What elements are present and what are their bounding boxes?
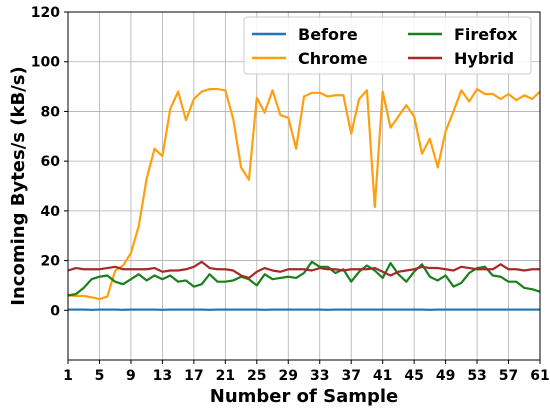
legend-label-hybrid: Hybrid — [454, 49, 514, 68]
series-lines — [67, 87, 541, 311]
x-tick-label: 37 — [341, 368, 360, 384]
x-tick-label: 53 — [467, 368, 486, 384]
x-tick-label: 33 — [310, 368, 329, 384]
legend-box — [243, 16, 532, 75]
x-axis-title: Number of Sample — [210, 386, 398, 407]
x-axis-ticks: 1 5 9 13 17 21 25 29 33 37 41 45 49 53 57 61 — [63, 360, 550, 384]
x-tick-label: 49 — [436, 368, 455, 384]
x-tick-label: 5 — [95, 368, 105, 384]
series-line-firefox — [67, 260, 541, 297]
y-tick-label: 0 — [50, 303, 60, 319]
series-line-chrome — [67, 87, 541, 301]
series-line-hybrid — [67, 260, 540, 280]
x-tick-label: 29 — [279, 368, 298, 384]
x-tick-label: 13 — [153, 368, 172, 384]
x-tick-label: 1 — [63, 368, 73, 384]
y-tick-label: 60 — [41, 154, 61, 170]
legend-label-firefox: Firefox — [454, 25, 518, 44]
x-tick-label: 61 — [530, 368, 549, 384]
plot-frame — [67, 11, 541, 361]
y-axis-title: Incoming Bytes/s (kB/s) — [8, 66, 29, 305]
x-tick-label: 9 — [126, 368, 136, 384]
y-tick-label: 80 — [41, 104, 61, 120]
legend-label-chrome: Chrome — [298, 49, 368, 68]
y-axis-ticks: 0 20 40 60 80 100 120 — [31, 5, 68, 319]
x-tick-label: 57 — [499, 368, 518, 384]
legend: Before Firefox Chrome Hybrid — [243, 16, 532, 75]
x-tick-label: 21 — [216, 368, 235, 384]
x-tick-label: 45 — [404, 368, 423, 384]
y-tick-label: 100 — [31, 55, 60, 71]
y-tick-label: 20 — [41, 254, 61, 270]
x-tick-label: 25 — [247, 368, 266, 384]
x-tick-label: 41 — [373, 368, 392, 384]
legend-label-before: Before — [298, 25, 358, 44]
x-tick-label: 17 — [184, 368, 203, 384]
y-tick-label: 40 — [41, 204, 61, 220]
y-tick-label: 120 — [31, 5, 60, 21]
